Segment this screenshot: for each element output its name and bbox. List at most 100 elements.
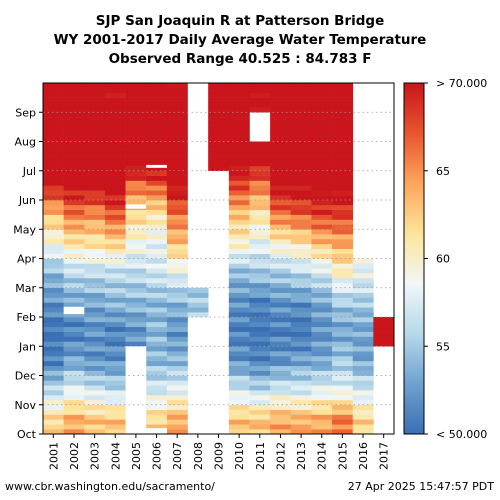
heatmap-cell — [290, 141, 312, 147]
heatmap-cell — [146, 312, 168, 318]
colorbar-tick-label: 60 — [436, 253, 450, 266]
heatmap-cell — [270, 365, 292, 371]
heatmap-cell — [84, 248, 106, 254]
heatmap-cell — [332, 136, 354, 142]
heatmap-cell — [104, 234, 126, 240]
heatmap-cell — [249, 307, 271, 313]
heatmap-cell — [146, 395, 168, 401]
heatmap-cell — [63, 385, 85, 391]
heatmap-cell — [84, 224, 106, 230]
heatmap-cell — [43, 180, 64, 186]
heatmap-cell — [104, 243, 126, 250]
heatmap-cell — [332, 307, 354, 313]
heatmap-cell — [332, 214, 354, 220]
heatmap-cell — [187, 312, 209, 318]
heatmap-cell — [166, 399, 188, 406]
heatmap-cell — [125, 307, 147, 313]
heatmap-cell — [146, 292, 168, 298]
heatmap-cell — [290, 92, 312, 98]
heatmap-cell — [84, 117, 106, 123]
heatmap-cell — [43, 243, 64, 250]
heatmap-cell — [270, 321, 292, 328]
heatmap-cell — [125, 326, 147, 332]
heatmap-cell — [84, 126, 106, 133]
heatmap-cell — [63, 190, 85, 196]
heatmap-cell — [166, 292, 188, 298]
heatmap-cell — [373, 341, 395, 347]
heatmap-cell — [332, 292, 354, 298]
heatmap-cell — [290, 409, 312, 415]
heatmap-cell — [166, 156, 188, 162]
heatmap-cell — [270, 83, 292, 89]
heatmap-cell — [104, 341, 126, 347]
heatmap-cell — [290, 248, 312, 254]
heatmap-cell — [84, 341, 106, 347]
heatmap-cell — [84, 385, 106, 391]
heatmap-cell — [166, 302, 188, 308]
heatmap-cell — [104, 404, 126, 410]
heatmap-cell — [332, 429, 354, 435]
heatmap-cell — [228, 317, 250, 323]
heatmap-cell — [228, 278, 250, 284]
heatmap-cell — [249, 312, 271, 318]
heatmap-cell — [63, 253, 85, 259]
heatmap-cell — [352, 273, 374, 279]
heatmap-cell — [104, 356, 126, 362]
heatmap-cell — [352, 365, 374, 371]
colorbar-tick-label: > 70.000 — [436, 77, 487, 90]
heatmap-cell — [146, 317, 168, 323]
heatmap-cell — [290, 126, 312, 133]
heatmap-cell — [166, 92, 188, 98]
heatmap-cell — [43, 380, 64, 386]
y-tick-label: Dec — [15, 370, 36, 383]
heatmap-cell — [104, 180, 126, 186]
heatmap-cell — [84, 317, 106, 323]
heatmap-cell — [104, 424, 126, 430]
heatmap-cell — [208, 126, 230, 133]
gridlines — [43, 111, 394, 406]
heatmap-cell — [104, 229, 126, 235]
heatmap-cell — [146, 370, 168, 376]
heatmap-cell — [228, 165, 250, 172]
heatmap-cell — [104, 282, 126, 289]
heatmap-cell — [249, 351, 271, 357]
heatmap-cell — [311, 180, 333, 186]
heatmap-cell — [332, 331, 354, 337]
heatmap-cell — [166, 419, 188, 425]
heatmap-cell — [84, 204, 106, 211]
heatmap-cell — [228, 395, 250, 401]
heatmap-cell — [125, 126, 147, 133]
heatmap-cell — [228, 185, 250, 191]
heatmap-cell — [332, 229, 354, 235]
heatmap-cell — [249, 341, 271, 347]
heatmap-cell — [125, 273, 147, 279]
heatmap-cell — [104, 258, 126, 264]
heatmap-cell — [311, 414, 333, 420]
heatmap-cell — [63, 170, 85, 176]
heatmap-cell — [43, 404, 64, 410]
footer-source: www.cbr.washington.edu/sacramento/ — [5, 480, 215, 493]
heatmap-cell — [270, 292, 292, 298]
heatmap-cell — [290, 200, 312, 206]
heatmap-cell — [228, 170, 250, 176]
heatmap-cell — [43, 321, 64, 328]
x-axis-ticks: 2001 2002 2003 2004 2005 2006 2007 2008 2009 2010… — [47, 434, 391, 470]
heatmap-cell — [84, 122, 106, 128]
heatmap-cell — [146, 248, 168, 254]
heatmap-cell — [104, 185, 126, 191]
heatmap-cell — [352, 424, 374, 430]
heatmap-cell — [84, 141, 106, 147]
heatmap-cell — [208, 83, 230, 89]
heatmap-cell — [249, 365, 271, 371]
heatmap-cell — [332, 321, 354, 328]
heatmap-cell — [290, 346, 312, 352]
heatmap-cell — [146, 92, 168, 98]
heatmap-cell — [352, 395, 374, 401]
heatmap-cell — [43, 419, 64, 425]
heatmap-cell — [104, 429, 126, 435]
heatmap-cell — [311, 282, 333, 289]
heatmap-cell — [290, 370, 312, 376]
heatmap-cell — [125, 302, 147, 308]
heatmap-cell — [104, 351, 126, 357]
colorbar-tick-label: < 50.000 — [436, 428, 487, 441]
